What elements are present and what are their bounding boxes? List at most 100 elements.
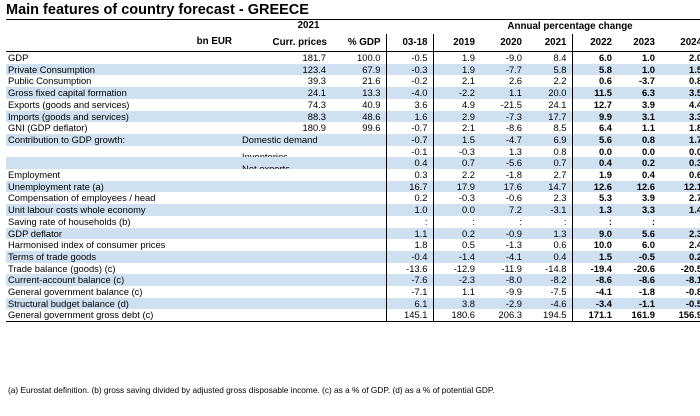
row-label-text: General government gross debt (c) <box>8 309 154 321</box>
table-row: Net exports 0.4 0.7 -5.6 0.7 0.4 0.2 0.3 <box>6 157 700 170</box>
pct-gdp-value <box>332 309 386 323</box>
value-cell: 0.0 <box>689 145 700 157</box>
value-cell: 0.3 <box>660 157 700 170</box>
row-sublabel-text: Inventories <box>242 151 288 158</box>
value-cell: 1.5 <box>432 133 480 146</box>
row-label-text: Contribution to GDP growth: <box>8 133 126 145</box>
table-row: GDP deflator 1.1 0.2 -0.9 1.3 9.0 5.6 2.3 <box>6 227 700 240</box>
row-label-text: Trade balance (goods) (c) <box>8 262 116 274</box>
value-cell: 1.9 <box>432 63 480 76</box>
pct-gdp-value <box>332 227 386 240</box>
col-header-bn-eur: bn EUR <box>196 36 232 47</box>
bn-eur-value: 24.1 <box>307 87 326 99</box>
value-cell: 5.8 <box>571 63 617 76</box>
table-row: Employment 0.3 2.2 -1.8 2.7 1.9 0.4 0.6 <box>6 169 700 181</box>
value-cell: 1.7 <box>660 133 700 146</box>
pct-gdp-value <box>332 133 386 146</box>
value-cell: 0.7 <box>527 157 572 170</box>
value-cell: 2.2 <box>553 75 567 87</box>
value-cell: -0.5 <box>617 250 660 263</box>
pct-gdp-value: 13.3 <box>332 87 386 99</box>
value-cell: -8.6 <box>505 122 522 134</box>
row-label: GNI (GDP deflator) 180.9 <box>6 122 332 134</box>
value-cell: 161.9 <box>617 309 660 323</box>
table-row: Terms of trade goods -0.4 -1.4 -4.1 0.4 1.5 -0… <box>6 250 700 263</box>
value-cell: 0.0 <box>432 204 480 216</box>
pct-gdp-value <box>332 239 386 251</box>
value-cell: -0.6 <box>505 192 522 204</box>
value-cell: -8.2 <box>527 274 572 287</box>
value-cell: 171.1 <box>571 309 617 323</box>
value-cell: 17.9 <box>432 180 480 193</box>
pct-gdp-value: 21.6 <box>362 75 381 87</box>
value-cell: 17.6 <box>480 180 527 193</box>
row-sublabel-text: Domestic demand <box>242 133 318 145</box>
pct-gdp-value: 99.6 <box>362 122 381 134</box>
value-cell: 1.1 <box>385 227 433 240</box>
row-label-text: Unemployment rate (a) <box>8 180 104 192</box>
row-label: Contribution to GDP growth: Domestic dema… <box>6 133 332 146</box>
value-cell: 6.9 <box>527 133 572 146</box>
value-cell: -7.5 <box>550 286 567 298</box>
row-label: Unit labour costs whole economy <box>6 204 332 216</box>
value-cell: -2.3 <box>432 274 480 287</box>
pct-gdp-value <box>332 216 386 228</box>
value-cell: 14.7 <box>527 180 572 193</box>
forecast-table: Annual percentage change Curr. prices % … <box>6 19 700 323</box>
value-cell: 1.3 <box>508 145 522 157</box>
value-cell: 2.2 <box>432 169 480 181</box>
table-row: General government gross debt (c) 145.1 18… <box>6 309 700 323</box>
row-label: Saving rate of households (b) <box>6 216 332 228</box>
value-cell: 5.6 <box>571 133 617 146</box>
row-label-text: Compensation of employees / head <box>8 192 156 204</box>
value-cell: 10.0 <box>571 239 617 251</box>
value-cell: -0.4 <box>385 250 433 263</box>
bn-eur-value: 181.7 <box>302 52 326 63</box>
value-cell: 3.1 <box>617 110 660 123</box>
value-cell: 180.6 <box>432 309 480 323</box>
value-cell: 0.6 <box>553 239 567 251</box>
row-label: Exports (goods and services) 74.3 <box>6 99 332 111</box>
value-cell: 1.0 <box>641 52 655 63</box>
value-cell: 0.5 <box>432 239 480 251</box>
row-label: Employment <box>6 169 332 181</box>
row-label-text: Unit labour costs whole economy <box>8 204 146 216</box>
value-cell: 3.3 <box>660 110 700 123</box>
row-label-text: Private Consumption <box>8 63 96 75</box>
pct-gdp-value <box>332 169 386 181</box>
col-header-year: 03-18 <box>385 34 433 52</box>
row-label-text: General government balance (c) <box>8 286 143 298</box>
bn-eur-value: 39.3 <box>307 75 326 87</box>
row-label-text: Employment <box>8 169 61 181</box>
value-cell: -3.1 <box>527 204 572 216</box>
value-cell: 16.7 <box>385 180 433 193</box>
pct-gdp-value <box>332 263 386 275</box>
row-label-text: Imports (goods and services) <box>8 110 129 122</box>
value-cell: 5.6 <box>617 227 660 240</box>
table-row: Saving rate of households (b)::::::: <box>6 215 700 228</box>
value-cell: 3.9 <box>641 98 655 110</box>
table-row: Unit labour costs whole economy 1.0 0.0 7.2… <box>6 204 700 216</box>
value-cell: 2.6 <box>508 75 522 87</box>
group-2021-header: 2021 <box>297 20 320 31</box>
value-cell: 0.6 <box>689 169 700 181</box>
value-cell: 1.9 <box>432 51 480 64</box>
value-cell: 0.0 <box>571 145 617 158</box>
value-cell: 1.5 <box>571 250 617 263</box>
value-cell: 1.1 <box>432 286 480 298</box>
value-cell: -11.9 <box>501 262 522 274</box>
value-cell: 194.5 <box>527 309 572 323</box>
value-cell: 4.4 <box>689 98 700 110</box>
value-cell: -4.7 <box>480 133 527 146</box>
col-header-year: 2020 <box>480 34 527 52</box>
table-row: Public Consumption 39.3 21.6 -0.2 2.1 2.6 2.2 0… <box>6 75 700 88</box>
row-label: Structural budget balance (d) <box>6 297 332 310</box>
value-cell: 1.0 <box>385 204 433 216</box>
value-cell: : <box>432 215 480 228</box>
row-label: Harmonised index of consumer prices <box>6 239 332 251</box>
row-label-text: Saving rate of households (b) <box>8 215 131 227</box>
footnote: (a) Eurostat definition. (b) gross savin… <box>8 385 495 395</box>
col-header-year: 2023 <box>617 34 660 52</box>
value-cell: 1.1 <box>480 87 527 99</box>
value-cell: -0.3 <box>385 63 433 76</box>
